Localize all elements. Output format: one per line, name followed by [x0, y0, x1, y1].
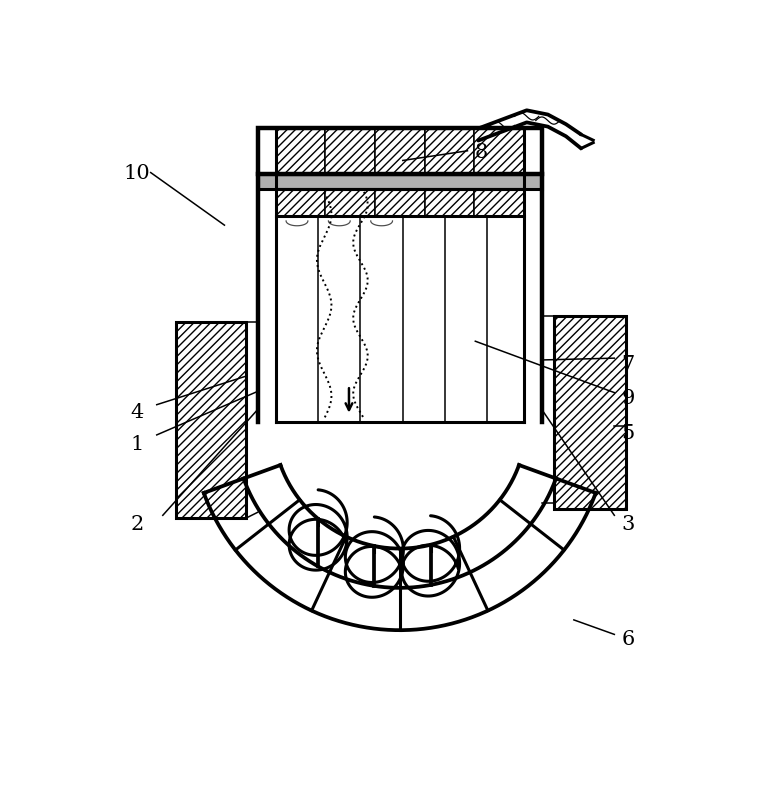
Text: 3: 3 [622, 515, 635, 534]
Bar [325, 189, 375, 216]
Bar [276, 128, 523, 174]
Bar [424, 189, 474, 216]
Bar [375, 128, 424, 174]
Bar [276, 128, 325, 174]
Bar [554, 316, 626, 509]
Bar [424, 128, 474, 174]
Text: 6: 6 [622, 630, 635, 648]
Bar [276, 189, 523, 216]
Text: 9: 9 [622, 389, 635, 408]
Text: 1: 1 [130, 435, 144, 454]
Text: 7: 7 [622, 355, 635, 374]
Bar [176, 322, 246, 519]
Bar [375, 189, 424, 216]
Bar [176, 322, 246, 519]
Text: 10: 10 [123, 164, 151, 183]
Bar [257, 174, 542, 189]
Bar [276, 174, 523, 189]
Bar [474, 189, 523, 216]
Text: 2: 2 [130, 515, 144, 534]
Bar [257, 128, 542, 174]
Text: 8: 8 [475, 143, 488, 162]
Bar [325, 128, 375, 174]
Bar [554, 316, 626, 509]
Text: 4: 4 [130, 403, 144, 422]
Bar [276, 189, 325, 216]
Text: 5: 5 [622, 424, 635, 443]
Bar [474, 128, 523, 174]
